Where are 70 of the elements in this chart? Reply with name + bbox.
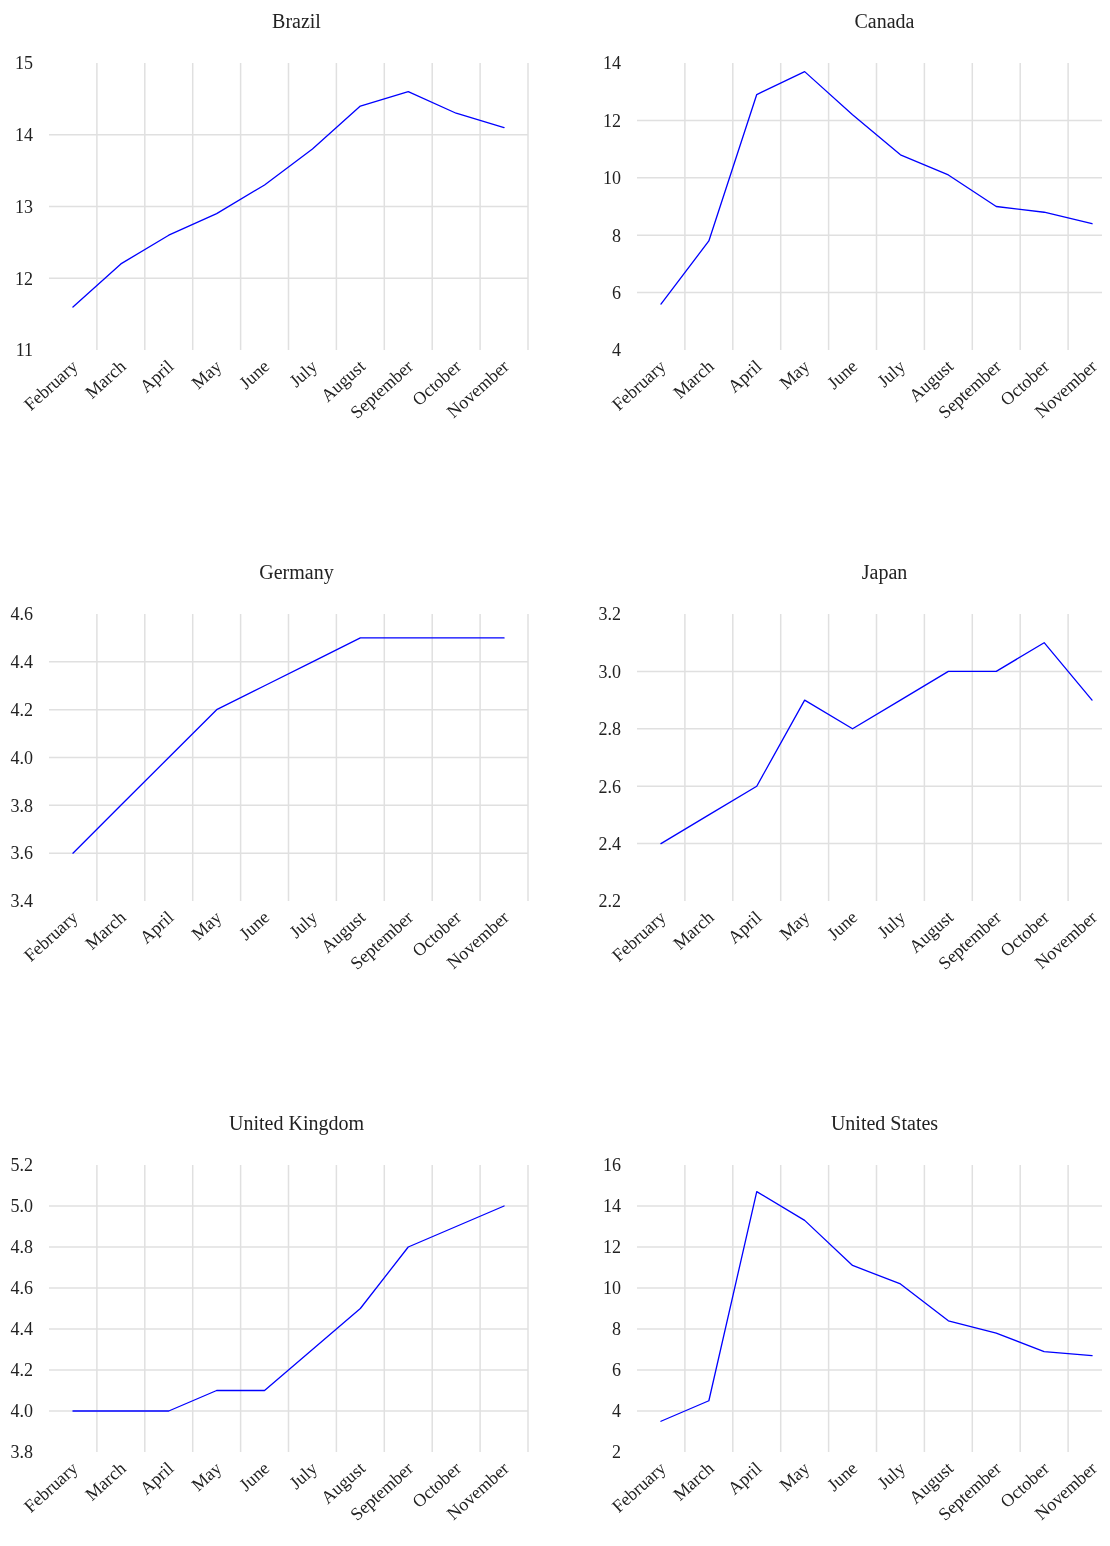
y-tick-label: 3.6 [10, 843, 33, 864]
y-tick-label: 12 [603, 1237, 621, 1258]
y-tick-label: 4 [612, 340, 621, 361]
chart-title: United Kingdom [229, 1112, 365, 1135]
x-tick-label: June [235, 356, 274, 394]
y-tick-label: 16 [603, 1155, 621, 1176]
y-tick-label: 13 [15, 196, 33, 217]
y-tick-label: 3.2 [598, 604, 621, 625]
y-tick-label: 3.4 [10, 891, 33, 912]
chart-title: Germany [259, 561, 334, 584]
x-tick-label: July [285, 1458, 322, 1494]
y-tick-label: 8 [612, 1319, 621, 1340]
y-tick-label: 14 [603, 1196, 621, 1217]
x-tick-label: June [823, 1458, 862, 1496]
line-series [72, 1205, 505, 1412]
y-tick-label: 4.4 [10, 652, 33, 673]
line-series [660, 1191, 1093, 1422]
y-tick-label: 4.0 [10, 1401, 33, 1422]
y-tick-label: 12 [603, 110, 621, 131]
x-tick-label: June [235, 1458, 274, 1496]
y-tick-label: 3.8 [10, 1442, 33, 1463]
x-tick-label: May [187, 907, 226, 945]
y-tick-label: 2.2 [598, 891, 621, 912]
x-tick-label: May [187, 356, 226, 394]
x-tick-label: May [187, 1458, 226, 1496]
y-tick-label: 2.8 [598, 719, 621, 740]
y-tick-label: 2 [612, 1442, 621, 1463]
y-tick-label: 3.8 [10, 795, 33, 816]
y-tick-label: 6 [612, 282, 621, 303]
y-tick-label: 12 [15, 268, 33, 289]
y-tick-label: 14 [15, 125, 33, 146]
y-tick-label: 4.6 [10, 1278, 33, 1299]
y-tick-label: 4.2 [10, 1360, 33, 1381]
line-series [72, 637, 505, 854]
x-tick-label: July [285, 907, 322, 943]
y-tick-label: 4.4 [10, 1319, 33, 1340]
line-series [660, 70, 1093, 305]
y-tick-label: 3.0 [598, 661, 621, 682]
x-tick-label: July [873, 1458, 910, 1494]
y-tick-label: 14 [603, 53, 621, 74]
x-tick-label: July [285, 356, 322, 392]
x-tick-label: May [775, 1458, 814, 1496]
line-series [72, 91, 505, 308]
y-tick-label: 6 [612, 1360, 621, 1381]
chart-title: United States [830, 1112, 939, 1134]
x-tick-label: July [873, 356, 910, 392]
y-tick-label: 15 [15, 53, 33, 74]
y-tick-label: 11 [15, 340, 33, 361]
y-tick-label: 4.0 [10, 747, 33, 768]
chart-title: Canada [854, 10, 915, 32]
y-tick-label: 2.4 [598, 833, 621, 854]
y-tick-label: 4.6 [10, 604, 33, 625]
x-tick-label: May [775, 907, 814, 945]
y-tick-label: 8 [612, 225, 621, 246]
y-tick-label: 4 [612, 1401, 621, 1422]
y-tick-label: 4.8 [10, 1237, 33, 1258]
y-tick-label: 10 [603, 1278, 621, 1299]
x-tick-label: June [823, 356, 862, 394]
x-tick-label: May [775, 356, 814, 394]
chart-title: Brazil [272, 10, 322, 32]
x-tick-label: June [823, 907, 862, 945]
y-tick-label: 5.0 [10, 1196, 33, 1217]
y-tick-label: 2.6 [598, 776, 621, 797]
x-tick-label: July [873, 907, 910, 943]
x-tick-label: June [235, 907, 274, 945]
chart-title: Japan [861, 561, 908, 584]
y-tick-label: 10 [603, 168, 621, 189]
y-tick-label: 5.2 [10, 1155, 33, 1176]
y-tick-label: 4.2 [10, 699, 33, 720]
line-series [660, 642, 1093, 845]
